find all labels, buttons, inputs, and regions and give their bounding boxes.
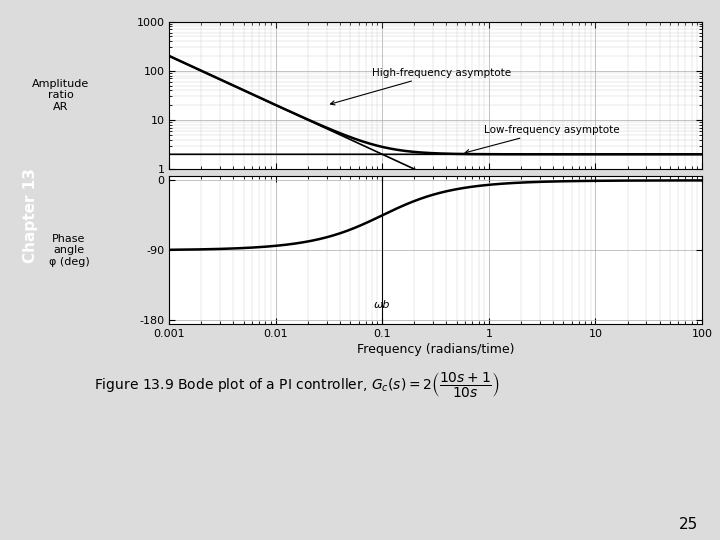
Y-axis label: Amplitude
ratio
AR: Amplitude ratio AR	[32, 79, 89, 112]
Text: ωb: ωb	[374, 300, 390, 309]
X-axis label: Frequency (radians/time): Frequency (radians/time)	[357, 343, 514, 356]
Text: Chapter 13: Chapter 13	[23, 168, 38, 264]
Y-axis label: Phase
angle
φ (deg): Phase angle φ (deg)	[48, 234, 89, 267]
Text: 25: 25	[679, 517, 698, 532]
Text: Low-frequency asymptote: Low-frequency asymptote	[465, 125, 620, 154]
Text: Figure 13.9 Bode plot of a PI controller, $G_c\left(s\right)=2\left(\dfrac{10s+1: Figure 13.9 Bode plot of a PI controller…	[94, 370, 500, 399]
Text: High-frequency asymptote: High-frequency asymptote	[330, 68, 511, 105]
